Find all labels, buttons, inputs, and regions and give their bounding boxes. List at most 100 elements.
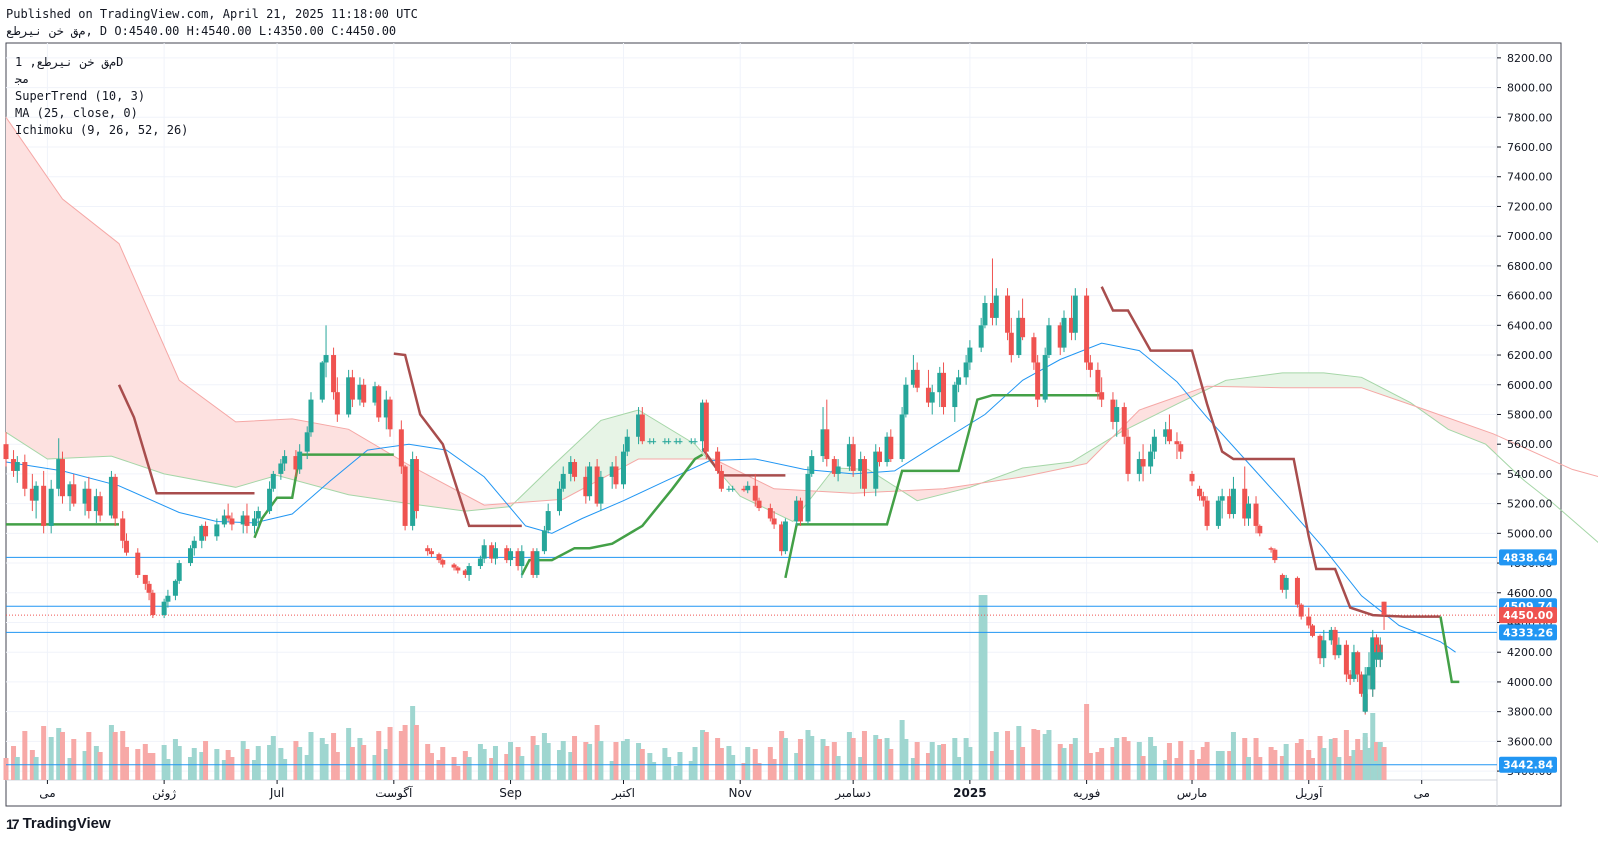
candle[interactable] <box>1310 623 1316 638</box>
candle[interactable] <box>255 506 261 528</box>
candle[interactable] <box>767 503 773 522</box>
candle[interactable] <box>1174 432 1180 460</box>
candle[interactable] <box>349 369 355 408</box>
candle[interactable] <box>1042 347 1048 403</box>
candle[interactable] <box>466 563 472 581</box>
candle[interactable] <box>1366 652 1372 690</box>
candle[interactable] <box>440 558 446 568</box>
candle[interactable] <box>14 456 20 483</box>
candle[interactable] <box>730 485 736 492</box>
candle[interactable] <box>1219 488 1225 519</box>
candle[interactable] <box>1178 441 1184 460</box>
candle[interactable] <box>677 438 683 445</box>
candle[interactable] <box>11 450 17 477</box>
candle[interactable] <box>319 360 325 403</box>
candle[interactable] <box>884 432 890 467</box>
candle[interactable] <box>334 377 340 422</box>
candle[interactable] <box>41 470 47 534</box>
candle[interactable] <box>666 438 672 445</box>
candle[interactable] <box>425 545 431 556</box>
candle[interactable] <box>598 470 604 512</box>
candle[interactable] <box>82 481 88 516</box>
candle[interactable] <box>97 491 103 522</box>
candle[interactable] <box>229 512 235 531</box>
candle[interactable] <box>244 503 250 534</box>
candle[interactable] <box>1189 470 1195 486</box>
candle[interactable] <box>624 429 630 457</box>
candle[interactable] <box>726 485 732 492</box>
legend-supertrend[interactable]: SuperTrend (10, 3) <box>15 89 146 103</box>
candle[interactable] <box>809 450 815 477</box>
candle[interactable] <box>1321 629 1327 668</box>
candle[interactable] <box>1381 601 1387 630</box>
candle[interactable] <box>1377 644 1383 668</box>
candle[interactable] <box>587 462 593 501</box>
candle[interactable] <box>1110 392 1116 430</box>
candle[interactable] <box>1072 288 1078 341</box>
candle[interactable] <box>165 589 171 608</box>
candle[interactable] <box>67 481 73 512</box>
candle[interactable] <box>1343 640 1349 682</box>
candle[interactable] <box>967 340 973 370</box>
candle[interactable] <box>278 459 284 480</box>
time-axis[interactable]: مى ژوئن Jul آگوست Sep اکتبر Nov دسامبر 2025 فوريه… <box>39 780 1430 801</box>
horizontal-price-lines[interactable] <box>6 556 1497 766</box>
candle[interactable] <box>1370 629 1376 697</box>
candle[interactable] <box>910 355 916 388</box>
candle[interactable] <box>1084 288 1090 370</box>
candle[interactable] <box>1061 310 1067 353</box>
candle[interactable] <box>161 598 167 619</box>
candle[interactable] <box>956 369 962 393</box>
candle[interactable] <box>662 438 668 445</box>
candle[interactable] <box>771 511 777 529</box>
candle[interactable] <box>715 447 721 474</box>
candle[interactable] <box>108 470 114 519</box>
candle[interactable] <box>455 566 461 574</box>
candle[interactable] <box>1087 355 1093 378</box>
candle[interactable] <box>877 447 883 467</box>
candle[interactable] <box>609 462 615 489</box>
candle[interactable] <box>594 459 600 507</box>
candle[interactable] <box>1069 295 1075 341</box>
candle[interactable] <box>1114 399 1120 437</box>
candle[interactable] <box>462 569 468 578</box>
candle[interactable] <box>1031 332 1037 370</box>
candle[interactable] <box>33 481 39 519</box>
candle[interactable] <box>1362 667 1368 714</box>
candle[interactable] <box>252 511 257 534</box>
candle[interactable] <box>1351 644 1357 682</box>
candle[interactable] <box>436 552 442 564</box>
candle[interactable] <box>831 456 837 477</box>
candle[interactable] <box>56 438 62 497</box>
candle[interactable] <box>568 456 574 482</box>
candle[interactable] <box>1215 496 1221 529</box>
candle[interactable] <box>120 511 126 549</box>
candle[interactable] <box>477 555 483 570</box>
candle[interactable] <box>779 521 785 556</box>
candle[interactable] <box>530 548 536 578</box>
candle[interactable] <box>673 438 679 445</box>
candle[interactable] <box>123 533 129 556</box>
candle[interactable] <box>402 464 408 531</box>
candle[interactable] <box>489 542 495 564</box>
candle[interactable] <box>282 450 288 471</box>
candle[interactable] <box>304 426 310 460</box>
candle[interactable] <box>1358 671 1364 697</box>
candle[interactable] <box>387 396 393 437</box>
candle[interactable] <box>361 378 367 408</box>
candle[interactable] <box>1121 402 1127 445</box>
candle[interactable] <box>1253 496 1259 534</box>
candle[interactable] <box>805 466 811 525</box>
candle[interactable] <box>782 518 788 555</box>
candle[interactable] <box>583 466 589 504</box>
candle[interactable] <box>187 545 193 567</box>
candle[interactable] <box>135 548 141 578</box>
candle[interactable] <box>515 548 521 571</box>
candle[interactable] <box>1283 574 1289 599</box>
candles[interactable] <box>3 258 1387 715</box>
candle[interactable] <box>48 479 54 534</box>
candle[interactable] <box>1374 644 1380 668</box>
candle[interactable] <box>203 521 209 541</box>
candle[interactable] <box>346 369 352 418</box>
candle[interactable] <box>1095 362 1101 400</box>
